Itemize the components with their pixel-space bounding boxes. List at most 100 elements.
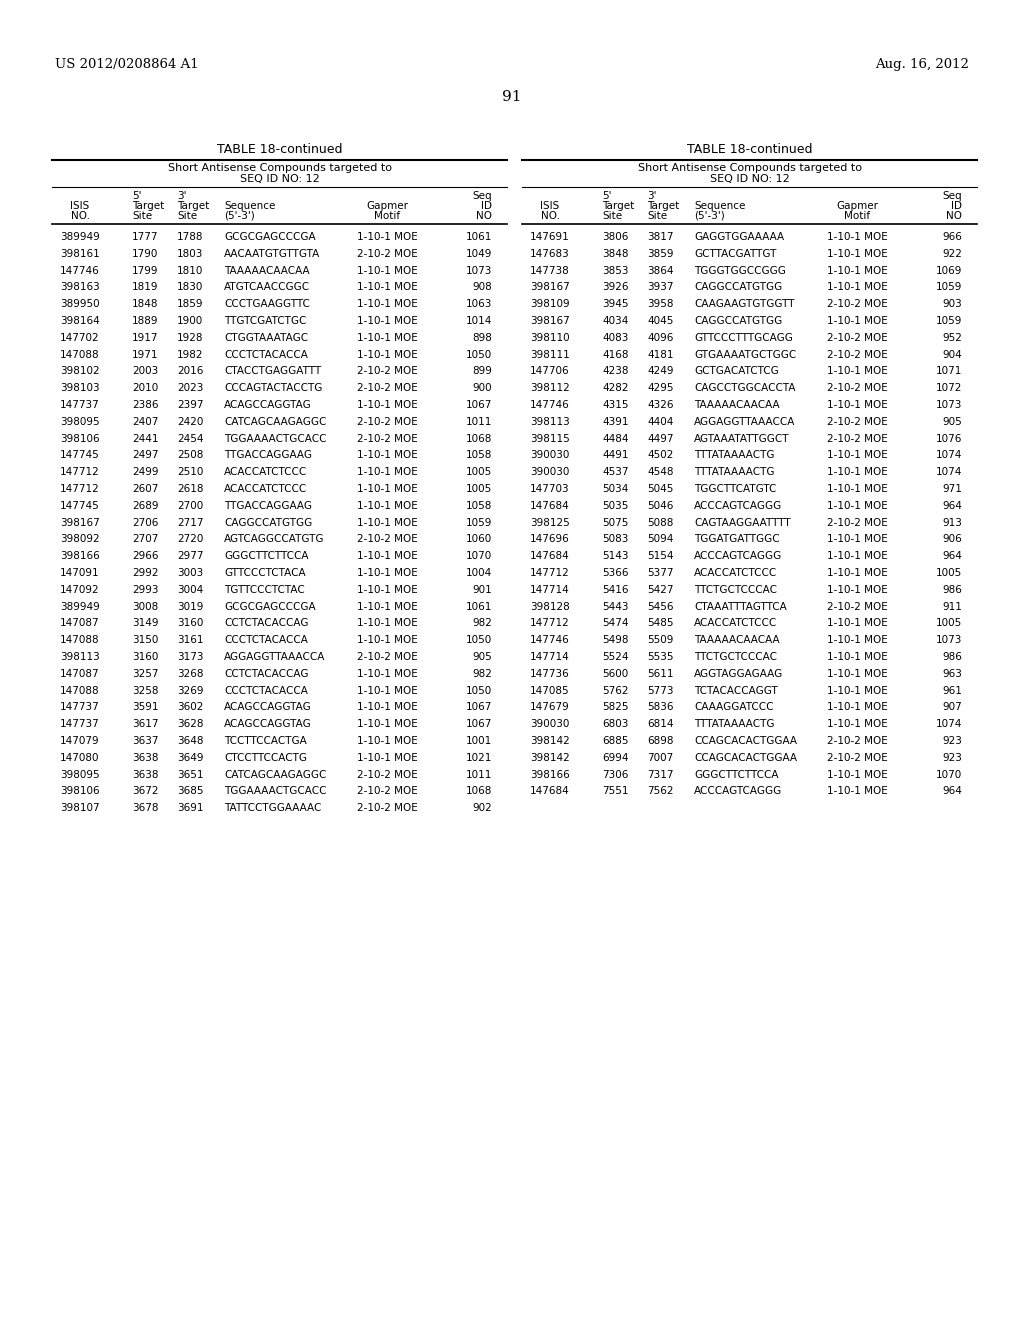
Text: TTCTGCTCCCAC: TTCTGCTCCCAC [694, 585, 777, 595]
Text: 5524: 5524 [602, 652, 629, 663]
Text: Short Antisense Compounds targeted to: Short Antisense Compounds targeted to [638, 162, 861, 173]
Text: 1068: 1068 [466, 787, 492, 796]
Text: GTTCCCTTTGCAGG: GTTCCCTTTGCAGG [694, 333, 793, 343]
Text: 1-10-1 MOE: 1-10-1 MOE [826, 282, 888, 293]
Text: TTTATAAAACTG: TTTATAAAACTG [694, 467, 774, 478]
Text: 7007: 7007 [647, 752, 673, 763]
Text: 1059: 1059 [936, 282, 962, 293]
Text: CCCAGTACTACCTG: CCCAGTACTACCTG [224, 383, 323, 393]
Text: 5046: 5046 [647, 500, 674, 511]
Text: 2510: 2510 [177, 467, 204, 478]
Text: (5'-3'): (5'-3') [224, 211, 255, 220]
Text: 1-10-1 MOE: 1-10-1 MOE [356, 232, 418, 242]
Text: CAGGCCATGTGG: CAGGCCATGTGG [694, 315, 782, 326]
Text: CAAGAAGTGTGGTT: CAAGAAGTGTGGTT [694, 300, 795, 309]
Text: 3859: 3859 [647, 248, 674, 259]
Text: GGGCTTCTTCCA: GGGCTTCTTCCA [224, 552, 308, 561]
Text: 1-10-1 MOE: 1-10-1 MOE [356, 602, 418, 611]
Text: 1-10-1 MOE: 1-10-1 MOE [826, 618, 888, 628]
Text: 1050: 1050 [466, 685, 492, 696]
Text: 398095: 398095 [60, 770, 99, 780]
Text: Gapmer: Gapmer [366, 201, 408, 211]
Text: 147706: 147706 [530, 367, 569, 376]
Text: 1-10-1 MOE: 1-10-1 MOE [826, 535, 888, 544]
Text: 390030: 390030 [530, 450, 569, 461]
Text: 3638: 3638 [132, 770, 159, 780]
Text: TABLE 18-continued: TABLE 18-continued [687, 143, 812, 156]
Text: 3651: 3651 [177, 770, 204, 780]
Text: 147736: 147736 [530, 669, 570, 678]
Text: GGGCTTCTTCCA: GGGCTTCTTCCA [694, 770, 778, 780]
Text: 3268: 3268 [177, 669, 204, 678]
Text: 1-10-1 MOE: 1-10-1 MOE [356, 685, 418, 696]
Text: TGGAAAACTGCACC: TGGAAAACTGCACC [224, 433, 327, 444]
Text: 1070: 1070 [466, 552, 492, 561]
Text: 4315: 4315 [602, 400, 629, 411]
Text: 911: 911 [942, 602, 962, 611]
Text: 1-10-1 MOE: 1-10-1 MOE [356, 282, 418, 293]
Text: 3019: 3019 [177, 602, 204, 611]
Text: 3638: 3638 [132, 752, 159, 763]
Text: TAAAAACAACAA: TAAAAACAACAA [694, 635, 779, 645]
Text: 3691: 3691 [177, 803, 204, 813]
Text: 390030: 390030 [530, 467, 569, 478]
Text: 1-10-1 MOE: 1-10-1 MOE [826, 315, 888, 326]
Text: 1068: 1068 [466, 433, 492, 444]
Text: TGTTCCCTCTAC: TGTTCCCTCTAC [224, 585, 305, 595]
Text: 905: 905 [942, 417, 962, 426]
Text: 1-10-1 MOE: 1-10-1 MOE [356, 300, 418, 309]
Text: NO: NO [476, 211, 492, 220]
Text: 2-10-2 MOE: 2-10-2 MOE [356, 803, 418, 813]
Text: Site: Site [602, 211, 623, 220]
Text: 3149: 3149 [132, 618, 159, 628]
Text: GTGAAAATGCTGGC: GTGAAAATGCTGGC [694, 350, 797, 359]
Text: 1005: 1005 [466, 484, 492, 494]
Text: 3150: 3150 [132, 635, 159, 645]
Text: 1859: 1859 [177, 300, 204, 309]
Text: ISIS: ISIS [71, 201, 90, 211]
Text: 2-10-2 MOE: 2-10-2 MOE [826, 417, 888, 426]
Text: TCTACACCAGGT: TCTACACCAGGT [694, 685, 778, 696]
Text: 1-10-1 MOE: 1-10-1 MOE [356, 618, 418, 628]
Text: Site: Site [647, 211, 667, 220]
Text: CAGGCCATGTGG: CAGGCCATGTGG [224, 517, 312, 528]
Text: 91: 91 [502, 90, 522, 104]
Text: 2706: 2706 [132, 517, 159, 528]
Text: 1790: 1790 [132, 248, 159, 259]
Text: TTTATAAAACTG: TTTATAAAACTG [694, 719, 774, 729]
Text: 147746: 147746 [530, 400, 570, 411]
Text: 398113: 398113 [60, 652, 100, 663]
Text: 7306: 7306 [602, 770, 629, 780]
Text: 147684: 147684 [530, 500, 570, 511]
Text: 398142: 398142 [530, 737, 570, 746]
Text: 1-10-1 MOE: 1-10-1 MOE [356, 702, 418, 713]
Text: 2-10-2 MOE: 2-10-2 MOE [826, 752, 888, 763]
Text: 2992: 2992 [132, 568, 159, 578]
Text: AACAATGTGTTGTA: AACAATGTGTTGTA [224, 248, 321, 259]
Text: 908: 908 [472, 282, 492, 293]
Text: TTGACCAGGAAG: TTGACCAGGAAG [224, 500, 312, 511]
Text: 2-10-2 MOE: 2-10-2 MOE [356, 248, 418, 259]
Text: 971: 971 [942, 484, 962, 494]
Text: 1021: 1021 [466, 752, 492, 763]
Text: 2689: 2689 [132, 500, 159, 511]
Text: 398109: 398109 [530, 300, 569, 309]
Text: 147746: 147746 [60, 265, 100, 276]
Text: 1819: 1819 [132, 282, 159, 293]
Text: 1-10-1 MOE: 1-10-1 MOE [826, 652, 888, 663]
Text: 3685: 3685 [177, 787, 204, 796]
Text: 923: 923 [942, 737, 962, 746]
Text: AGGAGGTTAAACCA: AGGAGGTTAAACCA [224, 652, 326, 663]
Text: 1073: 1073 [466, 265, 492, 276]
Text: 5836: 5836 [647, 702, 674, 713]
Text: 1-10-1 MOE: 1-10-1 MOE [826, 500, 888, 511]
Text: CAGGCCATGTGG: CAGGCCATGTGG [694, 282, 782, 293]
Text: 1848: 1848 [132, 300, 159, 309]
Text: 1074: 1074 [936, 719, 962, 729]
Text: 2-10-2 MOE: 2-10-2 MOE [826, 350, 888, 359]
Text: ACACCATCTCCC: ACACCATCTCCC [694, 568, 777, 578]
Text: 1073: 1073 [936, 635, 962, 645]
Text: 1-10-1 MOE: 1-10-1 MOE [356, 517, 418, 528]
Text: 963: 963 [942, 669, 962, 678]
Text: 6814: 6814 [647, 719, 674, 729]
